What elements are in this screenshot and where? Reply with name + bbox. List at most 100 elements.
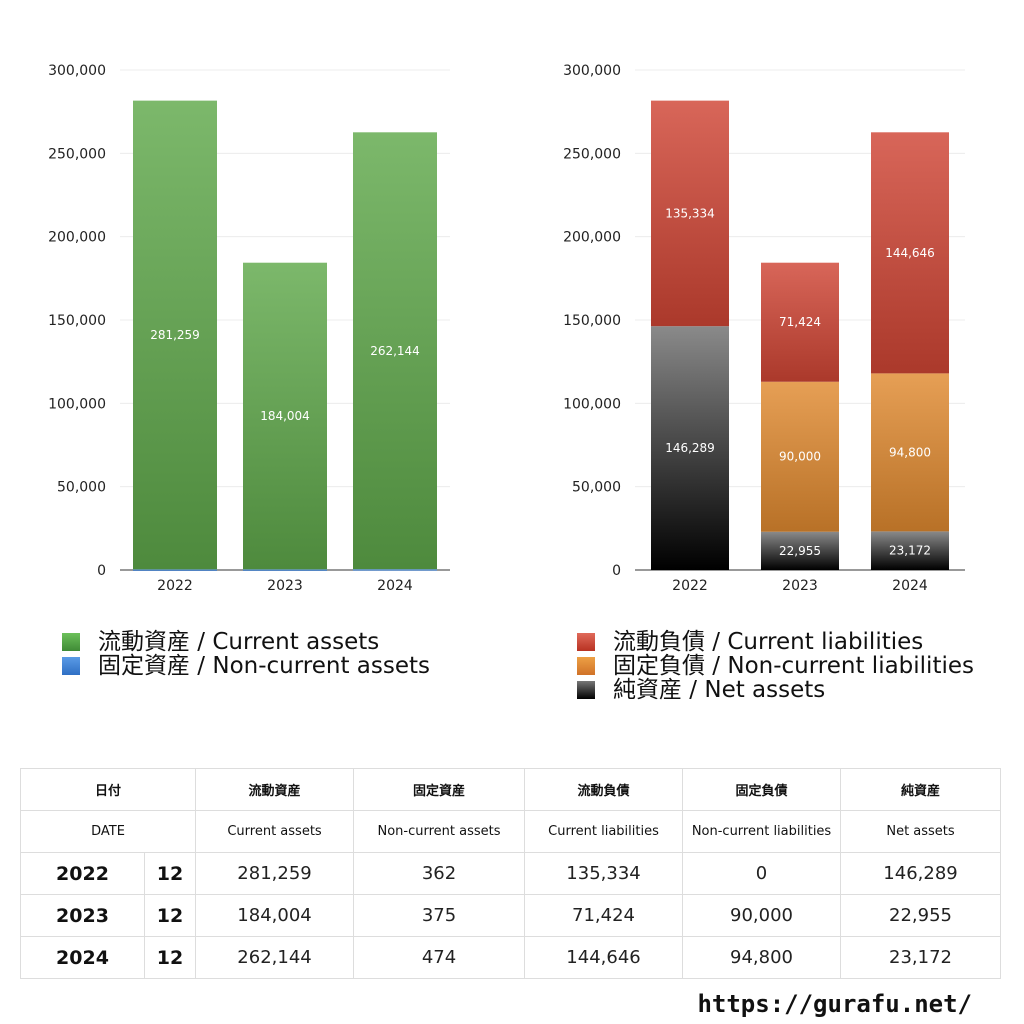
y-tick-label: 200,000 — [563, 230, 621, 246]
bar-segment — [353, 569, 437, 571]
legend-swatch — [577, 657, 595, 675]
x-tick-label: 2024 — [377, 578, 413, 594]
header-cell: 固定資産 — [353, 768, 526, 811]
value-cell: 375 — [353, 894, 526, 937]
assets-legend: 流動資産 / Current assets 固定資産 / Non-current… — [62, 630, 430, 678]
value-cell: 135,334 — [524, 852, 684, 895]
y-tick-label: 150,000 — [563, 313, 621, 329]
liabilities-legend: 流動負債 / Current liabilities 固定負債 / Non-cu… — [577, 630, 974, 702]
bar-segment — [761, 262, 839, 382]
data-label: 281,259 — [150, 328, 200, 342]
bar-segment — [651, 326, 729, 570]
legend-label: 流動資産 / Current assets — [98, 629, 380, 655]
value-cell: 281,259 — [195, 852, 355, 895]
table-row: 2022 12 281,259 362 135,334 0 146,289 — [20, 852, 1002, 895]
y-tick-label: 0 — [612, 563, 621, 579]
header-cell: Current assets — [195, 810, 355, 853]
legend-item-current-assets: 流動資産 / Current assets — [62, 630, 430, 654]
bar-segment — [871, 373, 949, 532]
bar-segment — [871, 132, 949, 374]
x-tick-label: 2022 — [157, 578, 193, 594]
value-cell: 262,144 — [195, 936, 355, 979]
header-cell: 流動資産 — [195, 768, 355, 811]
table-row: 2023 12 184,004 375 71,424 90,000 22,955 — [20, 894, 1002, 937]
legend-swatch — [62, 633, 80, 651]
value-cell: 184,004 — [195, 894, 355, 937]
y-tick-label: 100,000 — [48, 396, 106, 412]
data-label: 71,424 — [779, 315, 821, 329]
balance-sheet-table: 日付 流動資産 固定資産 流動負債 固定負債 純資産 DATE Current … — [19, 768, 1002, 979]
legend-label: 固定負債 / Non-current liabilities — [613, 653, 974, 679]
y-tick-label: 300,000 — [48, 63, 106, 79]
legend-label: 純資産 / Net assets — [613, 677, 826, 703]
value-cell: 90,000 — [682, 894, 842, 937]
x-tick-label: 2023 — [267, 578, 303, 594]
value-cell: 71,424 — [524, 894, 684, 937]
value-cell: 146,289 — [840, 852, 1002, 895]
data-label: 135,334 — [665, 206, 715, 220]
y-tick-label: 200,000 — [48, 230, 106, 246]
legend-swatch — [62, 657, 80, 675]
value-cell: 22,955 — [840, 894, 1002, 937]
value-cell: 474 — [353, 936, 526, 979]
legend-label: 流動負債 / Current liabilities — [613, 629, 924, 655]
data-label: 146,289 — [665, 441, 715, 455]
y-tick-label: 100,000 — [563, 396, 621, 412]
bar-segment — [133, 100, 217, 570]
legend-item-non-current-assets: 固定資産 / Non-current assets — [62, 654, 430, 678]
data-label: 262,144 — [370, 344, 420, 358]
bar-segment — [353, 132, 437, 570]
legend-label: 固定資産 / Non-current assets — [98, 653, 431, 679]
header-cell: Non-current assets — [353, 810, 526, 853]
legend-swatch — [577, 681, 595, 699]
y-tick-label: 0 — [97, 563, 106, 579]
y-tick-label: 300,000 — [563, 63, 621, 79]
header-cell: 純資産 — [840, 768, 1002, 811]
legend-item-current-liabilities: 流動負債 / Current liabilities — [577, 630, 974, 654]
legend-swatch — [577, 633, 595, 651]
data-label: 90,000 — [779, 450, 821, 464]
assets-bar-chart: 0 50,000 100,000 150,000 200,000 250,000 300,0… — [48, 63, 450, 594]
x-tick-label: 2023 — [782, 578, 818, 594]
data-label: 22,955 — [779, 544, 821, 558]
bar-segment — [133, 569, 217, 571]
year-cell: 2023 — [20, 894, 145, 937]
month-cell: 12 — [143, 852, 197, 895]
value-cell: 23,172 — [840, 936, 1002, 979]
value-cell: 362 — [353, 852, 526, 895]
site-url[interactable]: https://gurafu.net/ — [697, 990, 972, 1018]
data-label: 144,646 — [885, 246, 935, 260]
data-label: 94,800 — [889, 445, 931, 459]
bar-segment — [871, 531, 949, 570]
legend-item-net-assets: 純資産 / Net assets — [577, 678, 974, 702]
value-cell: 144,646 — [524, 936, 684, 979]
x-tick-label: 2024 — [892, 578, 928, 594]
table-header-row-jp: 日付 流動資産 固定資産 流動負債 固定負債 純資産 — [19, 768, 1002, 811]
year-cell: 2024 — [20, 936, 145, 979]
y-tick-label: 50,000 — [572, 480, 621, 496]
bar-segment — [761, 381, 839, 532]
value-cell: 94,800 — [682, 936, 842, 979]
header-cell: Net assets — [840, 810, 1002, 853]
bar-segment — [243, 569, 327, 571]
header-cell: 日付 — [19, 768, 197, 811]
data-label: 23,172 — [889, 544, 931, 558]
month-cell: 12 — [143, 936, 197, 979]
bar-segment — [761, 531, 839, 570]
legend-item-non-current-liabilities: 固定負債 / Non-current liabilities — [577, 654, 974, 678]
header-cell: Non-current liabilities — [682, 810, 842, 853]
data-label: 184,004 — [260, 409, 310, 423]
bar-segment — [243, 262, 327, 570]
liabilities-bar-chart: 0 50,000 100,000 150,000 200,000 250,000 300,0… — [563, 63, 965, 594]
bar-segment — [651, 100, 729, 327]
header-cell: DATE — [19, 810, 197, 853]
value-cell: 0 — [682, 852, 842, 895]
table-row: 2024 12 262,144 474 144,646 94,800 23,17… — [20, 936, 1002, 979]
header-cell: 固定負債 — [682, 768, 842, 811]
y-tick-label: 250,000 — [563, 146, 621, 162]
month-cell: 12 — [143, 894, 197, 937]
header-cell: Current liabilities — [524, 810, 684, 853]
y-tick-label: 250,000 — [48, 146, 106, 162]
y-tick-label: 150,000 — [48, 313, 106, 329]
y-tick-label: 50,000 — [57, 480, 106, 496]
